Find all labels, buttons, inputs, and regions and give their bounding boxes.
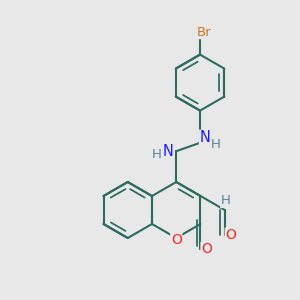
Text: H: H [221, 194, 231, 208]
Text: N: N [163, 144, 174, 159]
Text: H: H [151, 148, 161, 161]
Text: O: O [225, 228, 236, 242]
Text: O: O [201, 242, 212, 256]
Text: Br: Br [197, 26, 212, 38]
Text: N: N [200, 130, 211, 145]
Text: O: O [171, 233, 182, 247]
Text: H: H [211, 138, 221, 151]
